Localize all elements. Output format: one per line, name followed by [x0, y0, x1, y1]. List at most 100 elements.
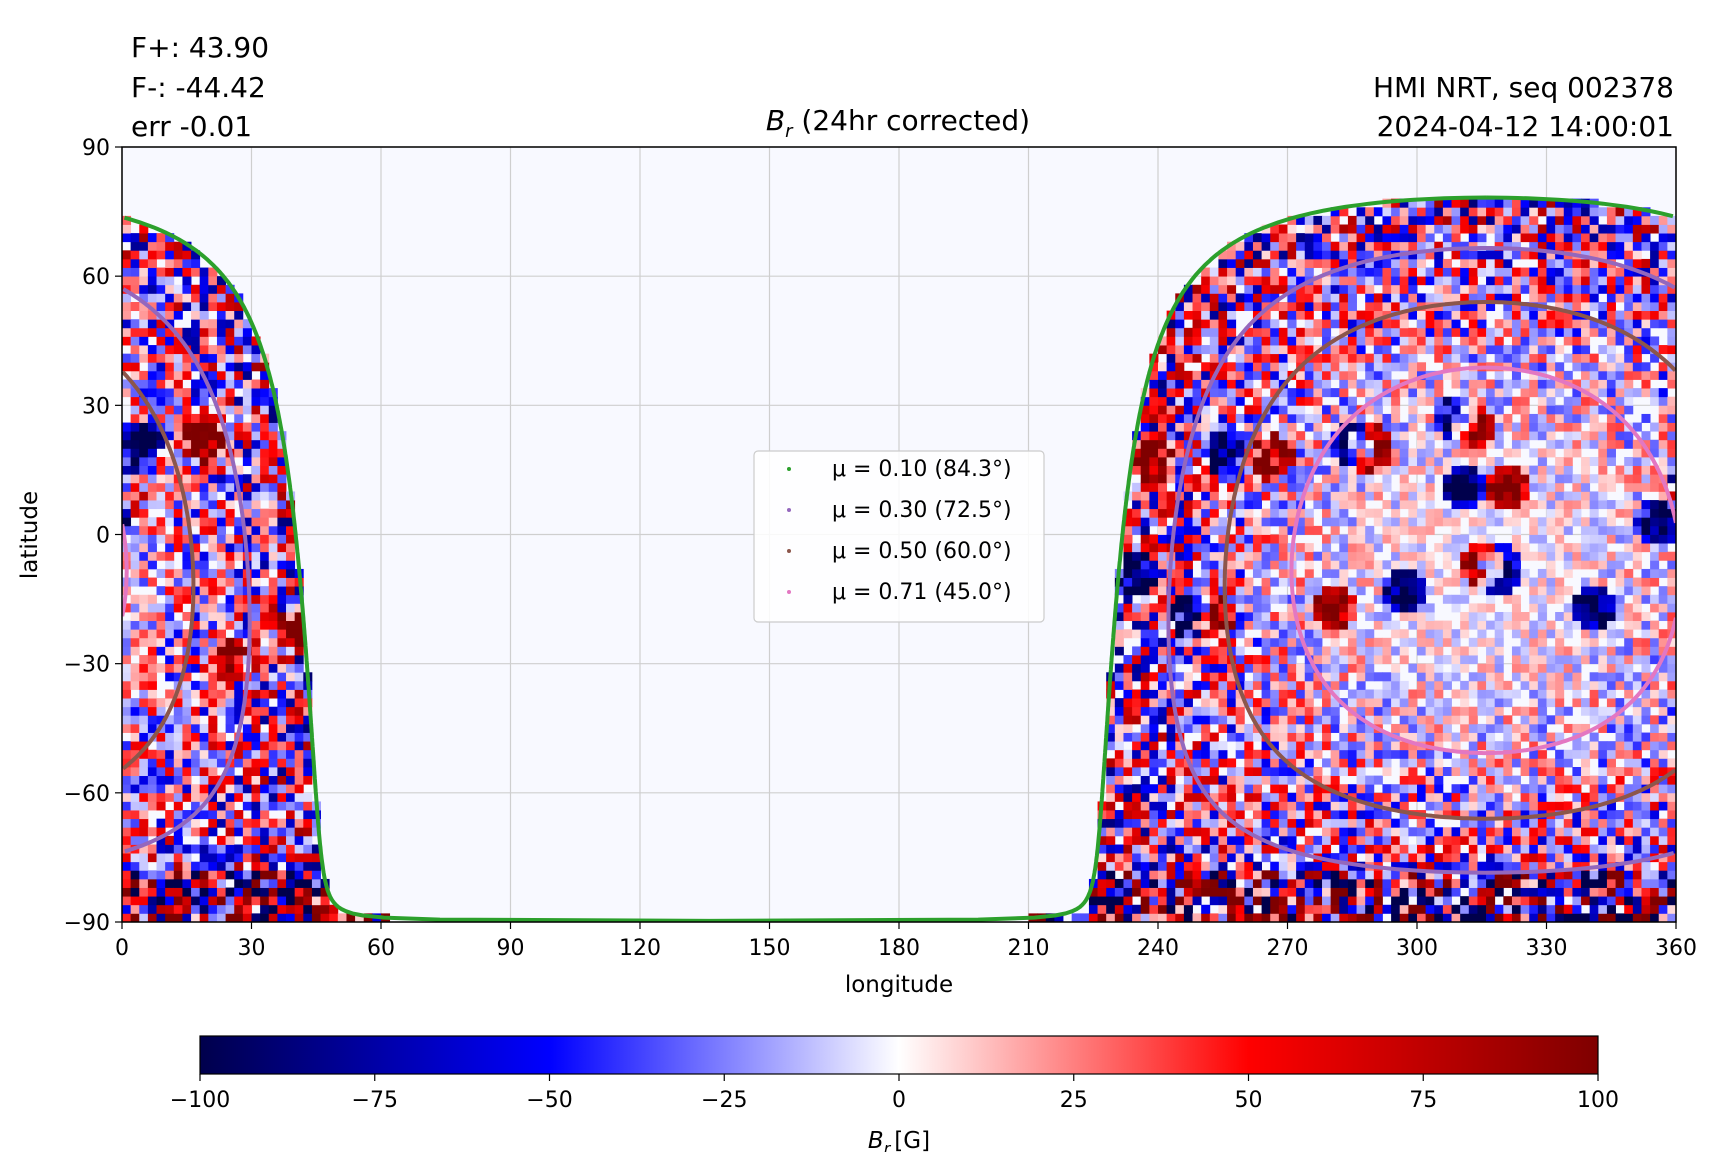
magnetogram-cell — [1486, 466, 1495, 475]
magnetogram-cell — [1365, 328, 1374, 337]
magnetogram-cell — [1236, 664, 1245, 673]
magnetogram-cell — [303, 801, 312, 810]
magnetogram-cell — [1400, 388, 1409, 397]
magnetogram-cell — [1193, 345, 1202, 354]
magnetogram-cell — [191, 517, 200, 526]
magnetogram-cell — [1210, 827, 1219, 836]
magnetogram-cell — [1357, 414, 1366, 423]
magnetogram-cell — [1339, 621, 1348, 630]
magnetogram-cell — [1149, 767, 1158, 776]
magnetogram-cell — [1469, 724, 1478, 733]
magnetogram-cell — [1132, 603, 1141, 612]
magnetogram-cell — [252, 414, 261, 423]
magnetogram-cell — [1348, 603, 1357, 612]
magnetogram-cell — [200, 336, 209, 345]
magnetogram-cell — [191, 388, 200, 397]
magnetogram-cell — [1469, 913, 1478, 922]
magnetogram-cell — [1452, 741, 1461, 750]
magnetogram-cell — [1339, 233, 1348, 242]
magnetogram-cell — [295, 690, 304, 699]
magnetogram-cell — [1296, 552, 1305, 561]
magnetogram-cell — [1443, 474, 1452, 483]
magnetogram-cell — [1149, 380, 1158, 389]
magnetogram-cell — [1529, 268, 1538, 277]
magnetogram-cell — [1434, 423, 1443, 432]
magnetogram-cell — [1262, 913, 1271, 922]
magnetogram-cell — [1279, 801, 1288, 810]
magnetogram-cell — [303, 913, 312, 922]
magnetogram-cell — [226, 888, 235, 897]
magnetogram-cell — [174, 913, 183, 922]
magnetogram-cell — [1322, 664, 1331, 673]
magnetogram-cell — [148, 758, 157, 767]
magnetogram-cell — [1106, 801, 1115, 810]
magnetogram-cell — [1253, 896, 1262, 905]
magnetogram-cell — [1175, 913, 1184, 922]
magnetogram-cell — [277, 578, 286, 587]
magnetogram-cell — [1305, 268, 1314, 277]
magnetogram-cell — [1210, 423, 1219, 432]
magnetogram-cell — [1296, 827, 1305, 836]
magnetogram-cell — [165, 371, 174, 380]
magnetogram-cell — [165, 862, 174, 871]
magnetogram-cell — [217, 801, 226, 810]
magnetogram-cell — [1469, 259, 1478, 268]
magnetogram-cell — [165, 810, 174, 819]
magnetogram-cell — [217, 698, 226, 707]
magnetogram-cell — [1374, 225, 1383, 234]
magnetogram-cell — [1210, 397, 1219, 406]
magnetogram-cell — [174, 543, 183, 552]
magnetogram-cell — [1408, 569, 1417, 578]
flux-error-text: err -0.01 — [131, 110, 252, 143]
magnetogram-cell — [1331, 276, 1340, 285]
magnetogram-cell — [131, 233, 140, 242]
magnetogram-cell — [148, 328, 157, 337]
magnetogram-cell — [1331, 302, 1340, 311]
magnetogram-cell — [1322, 827, 1331, 836]
magnetogram-cell — [1184, 560, 1193, 569]
magnetogram-cell — [1115, 698, 1124, 707]
magnetogram-cell — [1348, 225, 1357, 234]
magnetogram-cell — [1227, 612, 1236, 621]
magnetogram-cell — [1141, 509, 1150, 518]
magnetogram-cell — [1512, 268, 1521, 277]
magnetogram-cell — [303, 888, 312, 897]
magnetogram-cell — [1149, 741, 1158, 750]
magnetogram-cell — [1158, 414, 1167, 423]
magnetogram-cell — [1400, 552, 1409, 561]
magnetogram-cell — [191, 784, 200, 793]
magnetogram-cell — [191, 483, 200, 492]
magnetogram-cell — [1374, 638, 1383, 647]
magnetogram-cell — [1201, 371, 1210, 380]
magnetogram-cell — [1184, 827, 1193, 836]
magnetogram-cell — [226, 724, 235, 733]
magnetogram-cell — [1279, 879, 1288, 888]
magnetogram-cell — [200, 690, 209, 699]
magnetogram-cell — [1374, 836, 1383, 845]
magnetogram-cell — [1417, 784, 1426, 793]
magnetogram-cell — [1408, 423, 1417, 432]
magnetogram-cell — [1374, 448, 1383, 457]
magnetogram-cell — [234, 612, 243, 621]
magnetogram-cell — [1417, 578, 1426, 587]
magnetogram-cell — [1270, 672, 1279, 681]
magnetogram-cell — [1115, 741, 1124, 750]
magnetogram-cell — [157, 328, 166, 337]
magnetogram-cell — [1115, 646, 1124, 655]
magnetogram-cell — [1408, 293, 1417, 302]
magnetogram-cell — [1218, 517, 1227, 526]
magnetogram-cell — [1382, 440, 1391, 449]
magnetogram-cell — [191, 466, 200, 475]
magnetogram-cell — [131, 302, 140, 311]
magnetogram-cell — [208, 603, 217, 612]
magnetogram-cell — [1374, 414, 1383, 423]
magnetogram-cell — [217, 362, 226, 371]
magnetogram-cell — [1477, 388, 1486, 397]
magnetogram-cell — [1253, 595, 1262, 604]
magnetogram-cell — [1270, 328, 1279, 337]
magnetogram-cell — [1382, 560, 1391, 569]
magnetogram-cell — [1521, 758, 1530, 767]
magnetogram-cell — [1218, 707, 1227, 716]
magnetogram-cell — [1374, 483, 1383, 492]
magnetogram-cell — [1486, 336, 1495, 345]
